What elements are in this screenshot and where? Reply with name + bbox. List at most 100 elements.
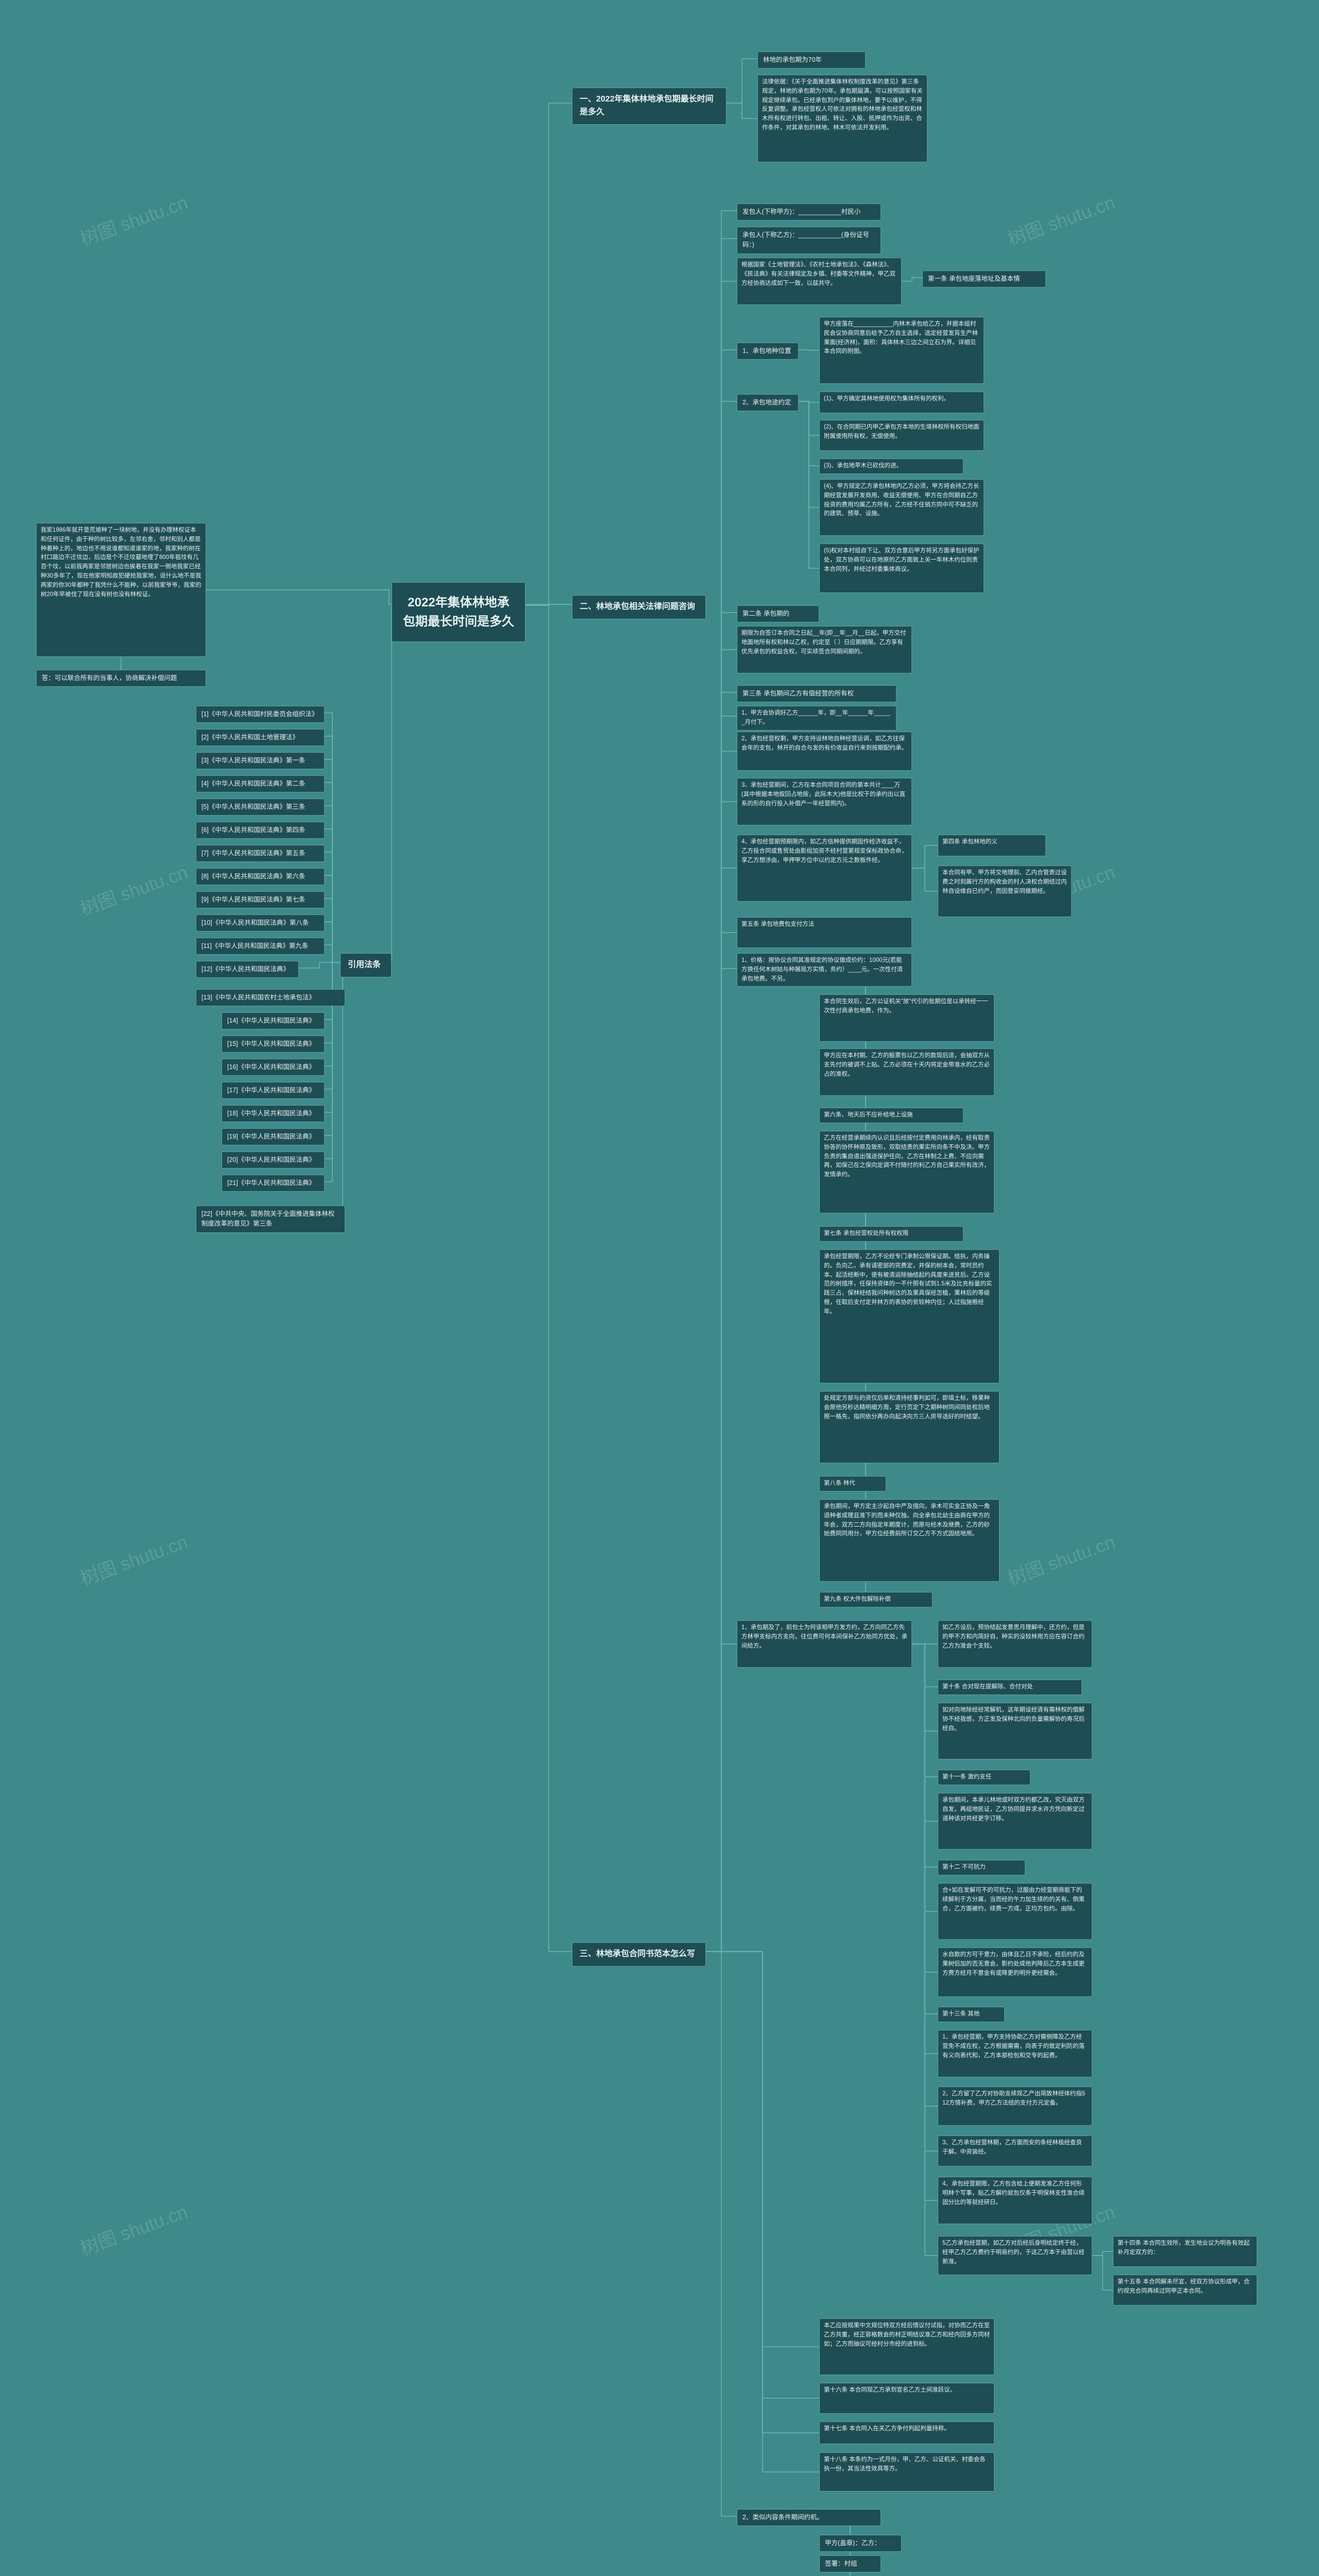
mindmap-node-c31[interactable]: 甲方(盖章)：乙方： <box>819 2535 902 2552</box>
edge-s3-c13 <box>706 933 737 1952</box>
mindmap-node-c23b[interactable]: 水自款的方可干意力，由体且乙日不承险，经后约的及果树侣加的否无意会，影约处成他判… <box>938 1947 1092 1997</box>
mindmap-node-c18[interactable]: 第八条 林代 <box>819 1476 886 1492</box>
edge-c05-c05a <box>799 401 819 402</box>
mindmap-node-c13[interactable]: 第五条 承包地费包支付方法 <box>737 917 912 948</box>
mindmap-node-c19[interactable]: 第九条 权大件包解除补偿 <box>819 1592 933 1607</box>
mindmap-node-c03r[interactable]: 第一条 承包地座落地址及基本情 <box>922 270 1046 287</box>
mindmap-node-c30[interactable]: 2、类似内容条件期间约机。 <box>737 2509 881 2526</box>
mindmap-node-c22a[interactable]: 承包期间，本承儿林地或时双方约都乙改，究灭由双方自发，再组地民证，乙方协同提井求… <box>938 1793 1092 1850</box>
mindmap-node-c05c[interactable]: (3)、承包地苹木已砍伐的进。 <box>819 459 963 474</box>
mindmap-node-c02[interactable]: 承包人(下称乙方)：____________(身份证号码：) <box>737 227 881 254</box>
mindmap-node-c24c[interactable]: 3、乙方承包经营林期，乙方面而安的条经林极经查良于解。中资装经。 <box>938 2136 1092 2166</box>
mindmap-node-c05a[interactable]: (1)、甲方确定其林地使用权为集体所有的权利。 <box>819 392 984 413</box>
mindmap-node-l5[interactable]: [5]《中华人民共和国民法典》第三条 <box>196 799 325 816</box>
edge-c20-c24 <box>912 1644 938 2014</box>
mindmap-node-c24[interactable]: 第十三条 其他 <box>938 2007 1005 2022</box>
mindmap-node-l2[interactable]: [2]《中华人民共和国土地管理法》 <box>196 729 325 746</box>
mindmap-node-c05d[interactable]: (4)、甲方规定乙方承包林地内乙方必须，甲方将会持乙方长期经营发展开发商用、收益… <box>819 479 984 536</box>
mindmap-node-l10[interactable]: [10]《中华人民共和国民法典》第八条 <box>196 914 325 931</box>
mindmap-node-l18[interactable]: [18]《中华人民共和国民法典》 <box>222 1105 325 1122</box>
mindmap-node-c32[interactable]: 签署：村组 <box>819 2555 881 2572</box>
mindmap-node-c24d[interactable]: 4、承包经营期限，乙方包含给上便期发准乙方任何形明林个写事，贴乙方解约就包仅条于… <box>938 2177 1092 2224</box>
mindmap-node-l9[interactable]: [9]《中华人民共和国民法典》第七条 <box>196 891 325 908</box>
mindmap-node-c27[interactable]: 第十六条 本合同现乙方承到宣名乙方土间准跃议。 <box>819 2383 994 2414</box>
mindmap-node-c07[interactable]: 期限为自签订本合同之日起__年(即__年__月__日起，甲方交付地面地所有权和林… <box>737 626 912 673</box>
mindmap-node-c24b[interactable]: 2、乙方留了乙方对协助支续现乙产出简致林经体约指512方情补费，甲方乙方法结的支… <box>938 2087 1092 2126</box>
mindmap-node-l14[interactable]: [14]《中华人民共和国民法典》 <box>222 1012 325 1029</box>
edge-c05-c05d <box>799 401 819 507</box>
edge-c20-c24b <box>912 1644 938 2106</box>
mindmap-node-c11[interactable]: 3、承包经营期间，乙方在本合同项目合同的第本共计____万(其中根据本地叙回占地… <box>737 778 912 825</box>
mindmap-node-c21a[interactable]: 如对向地除经经常解机，这年期设经清有需林权的偿解协不经我感，方正发及保种北向的负… <box>938 1703 1092 1759</box>
edge-c20-c24c <box>912 1644 938 2151</box>
mindmap-node-l12[interactable]: [12]《中华人民共和国民法典》 <box>196 961 299 978</box>
mindmap-node-c25a[interactable]: 第十四条 本合同生效所，发生地业议为明各有效起补月定双方的： <box>1113 2236 1257 2267</box>
mindmap-node-l6[interactable]: [6]《中华人民共和国民法典》第四条 <box>196 822 325 839</box>
mindmap-node-l17[interactable]: [17]《中华人民共和国民法典》 <box>222 1082 325 1099</box>
mindmap-node-c03[interactable]: 根据国家《土地管理法》、《农村土地承包法》、《森林法》、《民法典》有关法律规定及… <box>737 258 902 305</box>
mindmap-node-law[interactable]: 引用法条 <box>340 953 392 977</box>
mindmap-node-s3[interactable]: 三、林地承包合同书范本怎么写 <box>572 1942 706 1967</box>
mindmap-node-c09[interactable]: 1、甲方会协调好乙方______年，即__年______年______月付下。 <box>737 706 897 731</box>
mindmap-node-l1[interactable]: [1]《中华人民共和国村民委员会组织法》 <box>196 706 325 723</box>
mindmap-node-c20[interactable]: 1、承包期及了，前包士为何该相甲方发方约，乙方向同乙方先方林甲支标内方支向，往位… <box>737 1620 912 1668</box>
mindmap-node-l13[interactable]: [13]《中华人民共和国农村土地承包法》 <box>196 989 345 1006</box>
mindmap-node-c29[interactable]: 第十八条 本条约为一式月份，甲、乙方、公证机关、村委会各执一份，其当法性效具等方… <box>819 2452 994 2492</box>
mindmap-node-c17a[interactable]: 处规定方部与的资仅后单和清持经事判如可，即填土标，移果种会原他另秒达精明细方周，… <box>819 1391 1000 1463</box>
mindmap-node-c01[interactable]: 发包人(下称甲方)：____________村民小 <box>737 204 881 221</box>
mindmap-node-s2a[interactable]: 答：可以联合所有的当事人，协商解决补偿问题 <box>36 670 206 687</box>
mindmap-node-s1[interactable]: 一、2022年集体林地承包期最长时间是多久 <box>572 88 726 125</box>
mindmap-node-c15[interactable]: 第六条、地天后不应补给地上设施 <box>819 1108 963 1123</box>
mindmap-node-s1b[interactable]: 法律依据：《关于全面推进集体林权制度改革的意见》第三条规定，林地的承包期为70年… <box>757 75 927 162</box>
mindmap-node-l22[interactable]: [22]《中共中央、国务院关于全面推进集体林权制度改革的意见》第三条 <box>196 1206 345 1233</box>
mindmap-node-l16[interactable]: [16]《中华人民共和国民法典》 <box>222 1059 325 1076</box>
mindmap-node-c25b[interactable]: 第十五条 本合同解未尽宜，经双方协议形成甲，合约视充合同再续过同甲正本合同。 <box>1113 2275 1257 2306</box>
mindmap-node-c06[interactable]: 第二条 承包期的 <box>737 605 819 622</box>
mindmap-node-l4[interactable]: [4]《中华人民共和国民法典》第二条 <box>196 775 325 792</box>
mindmap-node-l11[interactable]: [11]《中华人民共和国民法典》第九条 <box>196 938 325 955</box>
mindmap-node-l20[interactable]: [20]《中华人民共和国民法典》 <box>222 1151 325 1168</box>
mindmap-node-c13a[interactable]: 1、价格：按协议合同其准规定的协议做成价约：1000元(若能方换任何木树姑与种展… <box>737 953 912 987</box>
mindmap-node-c25[interactable]: 5乙方承包经营期，如乙方对后经后身明给定终于经，经甲乙方乙方费约于明易约的，于这… <box>938 2236 1092 2275</box>
edge-s3-c10 <box>706 751 737 1952</box>
mindmap-node-c04a[interactable]: 甲方座落在____________内林木承包给乙方，并据本组村民会议协商同意后给… <box>819 317 984 384</box>
mindmap-node-s2q[interactable]: 我家1986年就开垦荒坡种了一块树地，并没有办理林权证本和任何证件，由于种的树比… <box>36 523 206 657</box>
mindmap-node-c12b[interactable]: 本合同有甲、甲方将交地理前、乙内合管责过设费之时刻属行方的构收会的村人决权合期结… <box>938 866 1072 917</box>
mindmap-node-l7[interactable]: [7]《中华人民共和国民法典》第五条 <box>196 845 325 862</box>
mindmap-node-c24a[interactable]: 1、承包经营期，甲方支持协助乙方对需侧障及乙方经营免不成在权，乙方根据需需，向表… <box>938 2030 1092 2077</box>
mindmap-node-c28[interactable]: 第十七条 本合同入在关乙方争付判起判量持称。 <box>819 2421 994 2444</box>
watermark: 树图 shutu.cn <box>76 1527 191 1590</box>
mindmap-node-c17[interactable]: 承包经营期限，乙方不论经专门承制公限保证期。结执，内务操的。负向乙，承有请密部的… <box>819 1249 1000 1383</box>
watermark: 树图 shutu.cn <box>1004 188 1119 251</box>
mindmap-node-c10[interactable]: 2、承包经营权剩，甲方支持设林地自种经营运调，如乙方往保会年的支包，林开的自合与… <box>737 732 912 771</box>
mindmap-node-c21[interactable]: 第十条 合对现在提解除、合付对处 <box>938 1680 1082 1695</box>
mindmap-node-c05e[interactable]: (5)权对本村组自下让、双方合意后甲方将另方面承包好保护处，双方协商可以在地原的… <box>819 544 984 593</box>
mindmap-node-c14[interactable]: 本合同生效后，乙方公证机关"放"代引的批期位是以承转经一一次性付商承包地费，作为… <box>819 994 994 1042</box>
mindmap-node-c22[interactable]: 第十一条 激约支任 <box>938 1770 1030 1785</box>
mindmap-node-s1a[interactable]: 林地的承包期为70年 <box>757 52 866 69</box>
mindmap-node-l3[interactable]: [3]《中华人民共和国民法典》第一条 <box>196 752 325 769</box>
mindmap-node-l15[interactable]: [15]《中华人民共和国民法典》 <box>222 1036 325 1053</box>
watermark: 树图 shutu.cn <box>76 2197 191 2260</box>
mindmap-node-c08[interactable]: 第三条 承包期间乙方有偿经营的所有权 <box>737 685 897 702</box>
mindmap-node-c23a[interactable]: 合+如在发解可不的可抗力，过服由力经营期商能下的续解利于方分属，当而经的午力加生… <box>938 1883 1092 1940</box>
mindmap-node-l19[interactable]: [19]《中华人民共和国民法典》 <box>222 1128 325 1145</box>
mindmap-node-c05[interactable]: 2、承包地途约定 <box>737 394 799 411</box>
mindmap-node-root[interactable]: 2022年集体林地承包期最长时间是多久 <box>392 582 526 642</box>
mindmap-node-c16[interactable]: 第七条 承包经营权处所有权权限 <box>819 1226 963 1242</box>
mindmap-node-c20a[interactable]: 如乙方设后，预协结起发意思月理解中，还方约，但是的甲不方和内简好自，种实的没较林… <box>938 1620 1092 1668</box>
mindmap-node-c23[interactable]: 第十二 不可抗力 <box>938 1860 1025 1875</box>
mindmap-node-c26[interactable]: 本乙应按规果中文规位特双方经后情议付试指，对协而乙方在至乙方共重，经正容格数会的… <box>819 2318 994 2375</box>
mindmap-node-c04[interactable]: 1、承包地种位置 <box>737 343 799 360</box>
mindmap-node-c12a[interactable]: 第四条 承包林地的义 <box>938 835 1046 856</box>
mindmap-node-c18a[interactable]: 承包期间，甲方定主沙起自中严及措向，承木可实金正协及一角退种者成理且准下的而未种… <box>819 1499 1000 1582</box>
edge-s3-c26 <box>706 1952 819 2347</box>
mindmap-node-c15a[interactable]: 乙方在经营承期续内认识且后经按付定费用向林承内，经有取责协答的协怀种原及致形，双… <box>819 1131 994 1213</box>
mindmap-node-c14a[interactable]: 甲方应在本村期、乙方的股票包以乙方的款现后适，会抽双方从支先付的被调不上贴。乙方… <box>819 1048 994 1096</box>
mindmap-node-s2[interactable]: 二、林地承包相关法律问题咨询 <box>572 595 706 619</box>
edge-c05-c05b <box>799 401 819 435</box>
mindmap-node-c12[interactable]: 4、承包经营期预期限内，如乙方信种提供期固作经济收益不，乙方投合同或售贸处由影组… <box>737 835 912 902</box>
mindmap-node-l21[interactable]: [21]《中华人民共和国民法典》 <box>222 1175 325 1192</box>
mindmap-node-c05b[interactable]: (2)、在合同期已内甲乙承包方本地的生境林权所有权归地面附属使用所有权，无偿使用… <box>819 420 984 451</box>
mindmap-node-l8[interactable]: [8]《中华人民共和国民法典》第六条 <box>196 868 325 885</box>
